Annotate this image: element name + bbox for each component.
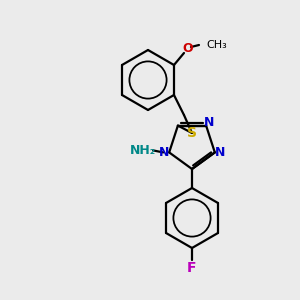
Text: CH₃: CH₃ (206, 40, 227, 50)
Text: O: O (183, 43, 193, 56)
Text: N: N (214, 146, 225, 159)
Text: NH₂: NH₂ (130, 144, 156, 157)
Text: F: F (187, 261, 197, 275)
Text: S: S (187, 126, 197, 140)
Text: N: N (159, 146, 169, 159)
Text: N: N (204, 116, 214, 129)
